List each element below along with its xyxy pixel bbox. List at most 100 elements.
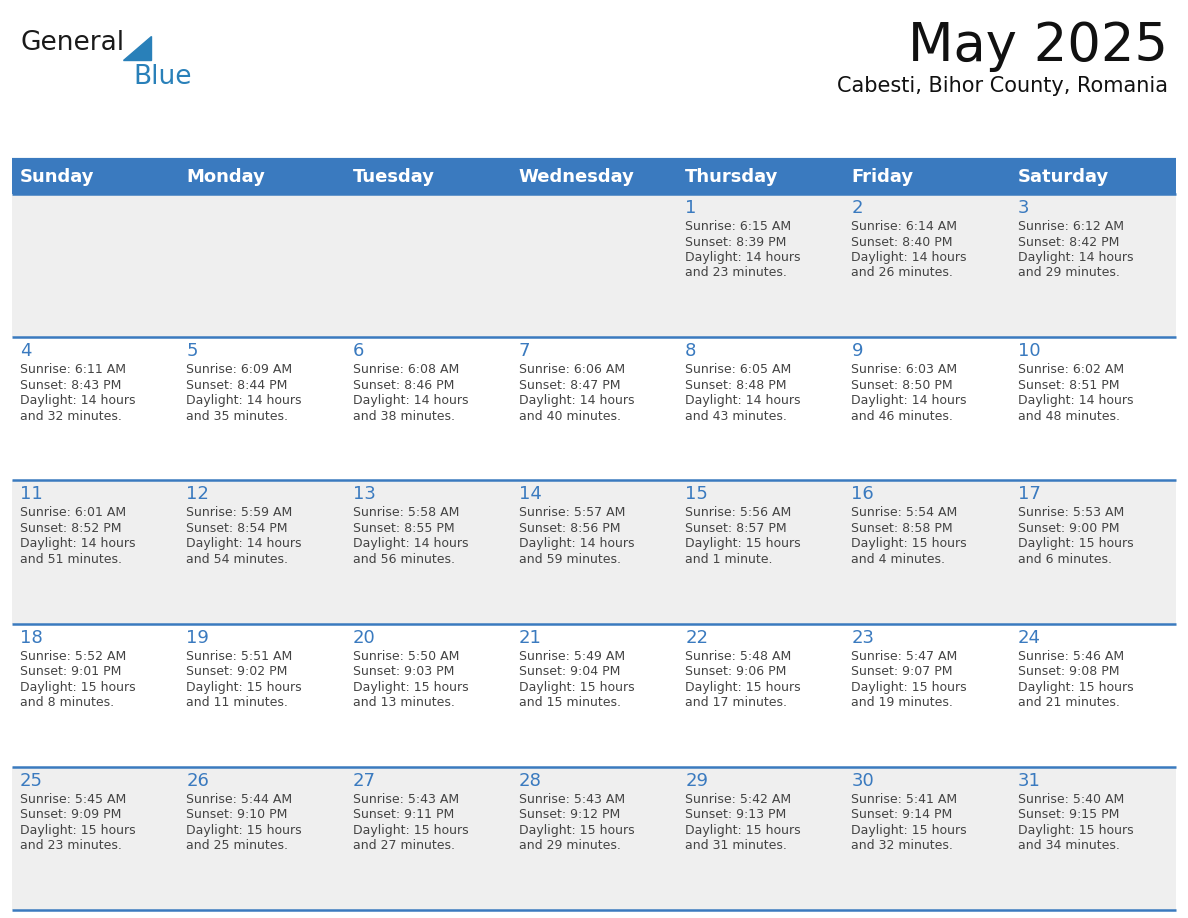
Text: Sunrise: 6:03 AM: Sunrise: 6:03 AM	[852, 364, 958, 376]
Text: May 2025: May 2025	[908, 20, 1168, 72]
Text: Sunset: 9:12 PM: Sunset: 9:12 PM	[519, 809, 620, 822]
Text: Sunrise: 5:47 AM: Sunrise: 5:47 AM	[852, 650, 958, 663]
Text: Sunrise: 5:43 AM: Sunrise: 5:43 AM	[353, 793, 459, 806]
Text: Sunrise: 5:40 AM: Sunrise: 5:40 AM	[1018, 793, 1124, 806]
Text: Daylight: 14 hours: Daylight: 14 hours	[852, 394, 967, 408]
Text: Sunrise: 6:05 AM: Sunrise: 6:05 AM	[685, 364, 791, 376]
Text: Sunset: 9:04 PM: Sunset: 9:04 PM	[519, 666, 620, 678]
Text: 9: 9	[852, 342, 862, 360]
Text: Monday: Monday	[187, 168, 265, 186]
Text: Daylight: 14 hours: Daylight: 14 hours	[187, 394, 302, 408]
Text: Sunset: 8:42 PM: Sunset: 8:42 PM	[1018, 236, 1119, 249]
Text: 6: 6	[353, 342, 364, 360]
Text: and 56 minutes.: and 56 minutes.	[353, 553, 455, 565]
Text: and 13 minutes.: and 13 minutes.	[353, 696, 455, 709]
Text: 25: 25	[20, 772, 43, 789]
Text: 30: 30	[852, 772, 874, 789]
Text: and 19 minutes.: and 19 minutes.	[852, 696, 953, 709]
Text: Sunrise: 5:53 AM: Sunrise: 5:53 AM	[1018, 507, 1124, 520]
Text: Daylight: 15 hours: Daylight: 15 hours	[852, 680, 967, 694]
Text: Daylight: 15 hours: Daylight: 15 hours	[20, 823, 135, 837]
Text: Sunrise: 5:43 AM: Sunrise: 5:43 AM	[519, 793, 625, 806]
Text: and 40 minutes.: and 40 minutes.	[519, 409, 621, 422]
Text: and 21 minutes.: and 21 minutes.	[1018, 696, 1119, 709]
Text: Sunrise: 5:59 AM: Sunrise: 5:59 AM	[187, 507, 292, 520]
Text: Daylight: 14 hours: Daylight: 14 hours	[353, 537, 468, 551]
Text: and 23 minutes.: and 23 minutes.	[20, 839, 122, 852]
Text: 31: 31	[1018, 772, 1041, 789]
Text: Sunrise: 5:54 AM: Sunrise: 5:54 AM	[852, 507, 958, 520]
Text: and 48 minutes.: and 48 minutes.	[1018, 409, 1120, 422]
Text: Sunrise: 5:41 AM: Sunrise: 5:41 AM	[852, 793, 958, 806]
Text: Sunset: 8:48 PM: Sunset: 8:48 PM	[685, 379, 786, 392]
Text: Sunrise: 6:08 AM: Sunrise: 6:08 AM	[353, 364, 459, 376]
Text: Daylight: 15 hours: Daylight: 15 hours	[852, 537, 967, 551]
Text: and 6 minutes.: and 6 minutes.	[1018, 553, 1112, 565]
Text: Daylight: 15 hours: Daylight: 15 hours	[519, 680, 634, 694]
Text: and 8 minutes.: and 8 minutes.	[20, 696, 114, 709]
Bar	[12, 194, 1176, 337]
Text: 2: 2	[852, 199, 862, 217]
Text: Sunrise: 6:01 AM: Sunrise: 6:01 AM	[20, 507, 126, 520]
Text: 28: 28	[519, 772, 542, 789]
Text: Sunset: 8:52 PM: Sunset: 8:52 PM	[20, 522, 121, 535]
Text: and 11 minutes.: and 11 minutes.	[187, 696, 289, 709]
Bar	[12, 767, 1176, 910]
Text: General: General	[20, 30, 124, 56]
Text: 29: 29	[685, 772, 708, 789]
Text: Daylight: 15 hours: Daylight: 15 hours	[852, 823, 967, 837]
Text: Sunset: 9:08 PM: Sunset: 9:08 PM	[1018, 666, 1119, 678]
Text: Daylight: 15 hours: Daylight: 15 hours	[187, 823, 302, 837]
Text: Sunrise: 6:09 AM: Sunrise: 6:09 AM	[187, 364, 292, 376]
Text: Sunset: 8:44 PM: Sunset: 8:44 PM	[187, 379, 287, 392]
Text: Sunrise: 5:52 AM: Sunrise: 5:52 AM	[20, 650, 126, 663]
Text: Sunrise: 5:58 AM: Sunrise: 5:58 AM	[353, 507, 459, 520]
Text: Cabesti, Bihor County, Romania: Cabesti, Bihor County, Romania	[838, 76, 1168, 96]
Text: Sunset: 9:02 PM: Sunset: 9:02 PM	[187, 666, 287, 678]
Text: Sunset: 8:58 PM: Sunset: 8:58 PM	[852, 522, 953, 535]
Text: Saturday: Saturday	[1018, 168, 1108, 186]
Text: Sunset: 8:54 PM: Sunset: 8:54 PM	[187, 522, 287, 535]
Text: Sunrise: 6:02 AM: Sunrise: 6:02 AM	[1018, 364, 1124, 376]
Text: and 4 minutes.: and 4 minutes.	[852, 553, 946, 565]
Text: Daylight: 14 hours: Daylight: 14 hours	[852, 251, 967, 264]
Text: and 43 minutes.: and 43 minutes.	[685, 409, 786, 422]
Text: 16: 16	[852, 486, 874, 503]
Text: 4: 4	[20, 342, 32, 360]
Text: and 32 minutes.: and 32 minutes.	[20, 409, 122, 422]
Text: and 27 minutes.: and 27 minutes.	[353, 839, 455, 852]
Text: Daylight: 15 hours: Daylight: 15 hours	[685, 823, 801, 837]
Text: Daylight: 15 hours: Daylight: 15 hours	[1018, 537, 1133, 551]
Text: Tuesday: Tuesday	[353, 168, 435, 186]
Text: 17: 17	[1018, 486, 1041, 503]
Text: Sunset: 9:03 PM: Sunset: 9:03 PM	[353, 666, 454, 678]
Text: and 26 minutes.: and 26 minutes.	[852, 266, 953, 279]
Text: 3: 3	[1018, 199, 1029, 217]
Text: 19: 19	[187, 629, 209, 646]
Text: Sunrise: 5:48 AM: Sunrise: 5:48 AM	[685, 650, 791, 663]
Text: Sunrise: 5:57 AM: Sunrise: 5:57 AM	[519, 507, 625, 520]
Text: Daylight: 15 hours: Daylight: 15 hours	[353, 823, 468, 837]
Text: Sunrise: 5:56 AM: Sunrise: 5:56 AM	[685, 507, 791, 520]
Text: and 32 minutes.: and 32 minutes.	[852, 839, 953, 852]
Text: Daylight: 15 hours: Daylight: 15 hours	[519, 823, 634, 837]
Text: Daylight: 14 hours: Daylight: 14 hours	[685, 251, 801, 264]
Text: 11: 11	[20, 486, 43, 503]
Text: and 25 minutes.: and 25 minutes.	[187, 839, 289, 852]
Text: and 1 minute.: and 1 minute.	[685, 553, 772, 565]
Text: Sunset: 9:10 PM: Sunset: 9:10 PM	[187, 809, 287, 822]
Text: Sunrise: 5:51 AM: Sunrise: 5:51 AM	[187, 650, 292, 663]
Text: Daylight: 15 hours: Daylight: 15 hours	[1018, 680, 1133, 694]
Text: Daylight: 14 hours: Daylight: 14 hours	[353, 394, 468, 408]
Text: and 54 minutes.: and 54 minutes.	[187, 553, 289, 565]
Text: Sunset: 8:40 PM: Sunset: 8:40 PM	[852, 236, 953, 249]
Text: Blue: Blue	[133, 64, 191, 90]
Text: Sunset: 9:00 PM: Sunset: 9:00 PM	[1018, 522, 1119, 535]
Text: and 38 minutes.: and 38 minutes.	[353, 409, 455, 422]
Text: Daylight: 15 hours: Daylight: 15 hours	[353, 680, 468, 694]
Text: and 46 minutes.: and 46 minutes.	[852, 409, 953, 422]
Text: Sunset: 8:56 PM: Sunset: 8:56 PM	[519, 522, 620, 535]
Text: Daylight: 14 hours: Daylight: 14 hours	[20, 537, 135, 551]
Text: Sunset: 8:39 PM: Sunset: 8:39 PM	[685, 236, 786, 249]
Text: and 51 minutes.: and 51 minutes.	[20, 553, 122, 565]
